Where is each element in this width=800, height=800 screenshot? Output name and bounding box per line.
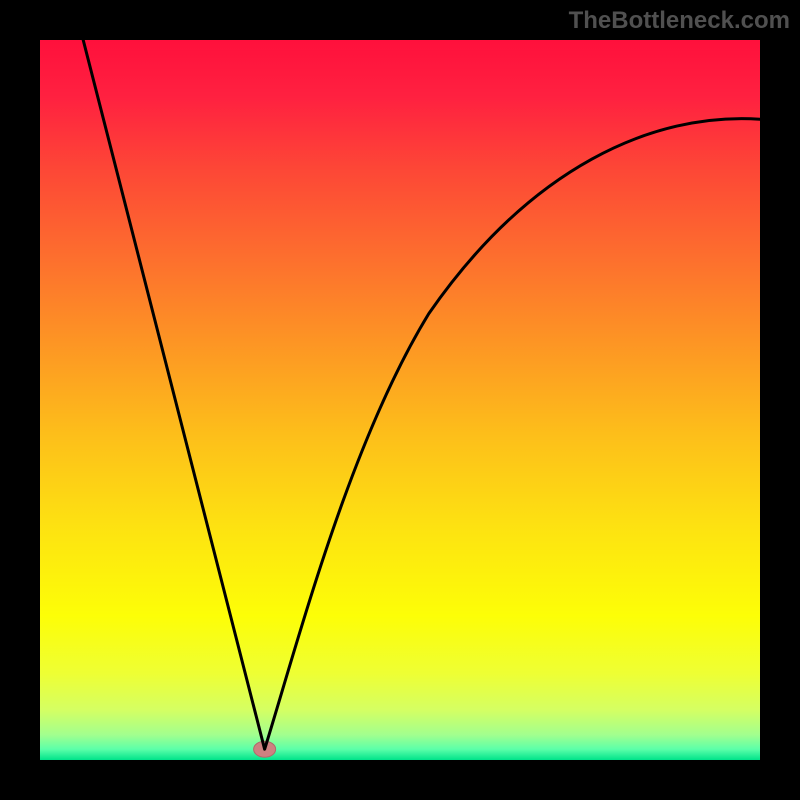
watermark-text: TheBottleneck.com (569, 7, 790, 34)
bottleneck-curve-chart: TheBottleneck.com (0, 0, 800, 800)
chart-stage: TheBottleneck.com (0, 0, 800, 800)
plot-background (40, 40, 760, 760)
